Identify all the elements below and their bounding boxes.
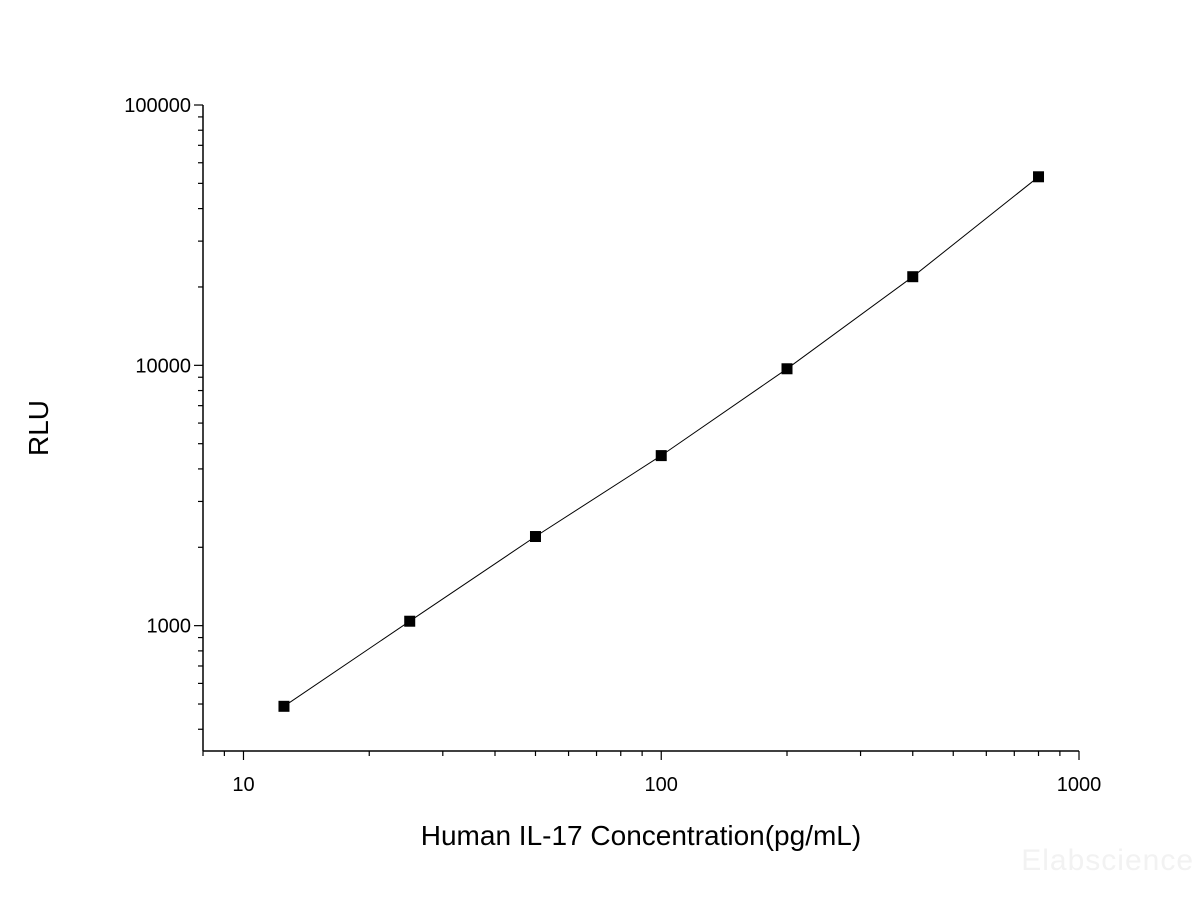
series-line <box>283 176 1039 707</box>
y-tick-label: 10000 <box>135 355 191 377</box>
data-point <box>907 271 919 283</box>
data-point <box>1033 171 1045 183</box>
x-axis-title: Human IL-17 Concentration(pg/mL) <box>421 820 861 851</box>
axes <box>202 105 1079 752</box>
y-axis-title: RLU <box>23 400 54 456</box>
tick-labels: 1000 10000 100000 10 100 1000 <box>124 95 1101 796</box>
watermark: Elabscience <box>1021 844 1194 877</box>
y-tick-label: 1000 <box>147 616 192 638</box>
x-tick-label: 1000 <box>1057 774 1102 796</box>
x-tick-label: 10 <box>232 774 254 796</box>
data-point <box>529 531 541 543</box>
data-point <box>655 450 667 462</box>
data-point <box>278 700 290 712</box>
x-tick-label: 100 <box>645 774 678 796</box>
ticks <box>194 104 1080 760</box>
series <box>278 171 1045 712</box>
data-point <box>781 363 793 375</box>
y-tick-label: 100000 <box>124 95 191 117</box>
data-point <box>404 615 416 627</box>
